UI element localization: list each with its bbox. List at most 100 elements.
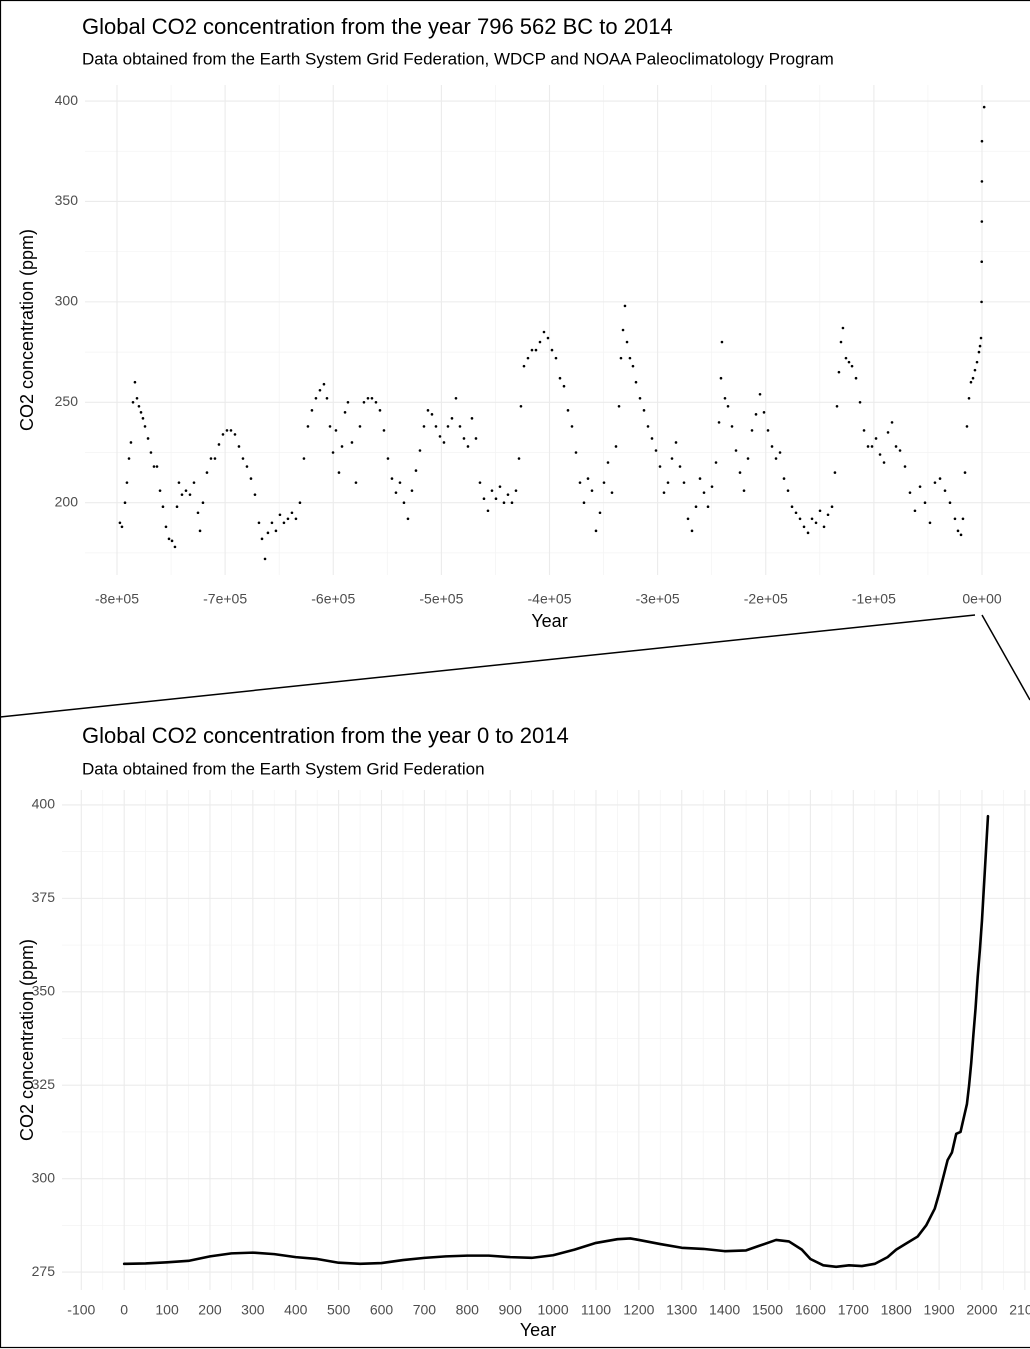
x-tick-label: 0e+00 — [962, 591, 1002, 607]
point — [598, 511, 602, 515]
point — [328, 425, 332, 428]
point — [490, 489, 494, 492]
point — [454, 396, 458, 400]
point — [152, 465, 156, 468]
point — [710, 485, 714, 488]
y-axis-title: CO2 concentration (ppm) — [17, 229, 37, 431]
point — [554, 356, 558, 360]
point — [882, 461, 886, 464]
point — [188, 493, 192, 496]
point — [542, 330, 546, 334]
point — [354, 481, 358, 484]
point — [390, 477, 394, 480]
point — [253, 493, 257, 496]
point — [621, 328, 625, 332]
y-tick-label: 400 — [32, 796, 56, 812]
point — [213, 457, 217, 460]
x-tick-label: 600 — [370, 1302, 394, 1318]
point — [514, 489, 518, 492]
x-tick-label: 1400 — [709, 1302, 740, 1318]
point — [719, 376, 723, 380]
point — [830, 505, 834, 509]
point — [478, 481, 482, 484]
point — [913, 509, 917, 513]
x-tick-label: -1e+05 — [852, 591, 896, 607]
point — [167, 537, 171, 541]
point — [870, 445, 874, 448]
point — [762, 411, 766, 414]
x-tick-label: -2e+05 — [744, 591, 788, 607]
point — [980, 300, 983, 304]
point — [606, 461, 610, 464]
point — [502, 501, 506, 505]
y-tick-label: 200 — [55, 493, 79, 509]
point — [570, 425, 574, 428]
point — [510, 501, 514, 505]
y-tick-label: 275 — [32, 1263, 56, 1279]
point — [841, 326, 845, 330]
point — [706, 505, 710, 509]
point — [434, 425, 438, 428]
point — [340, 445, 344, 448]
point — [786, 489, 790, 492]
point — [574, 451, 578, 454]
point — [850, 364, 854, 368]
point — [343, 411, 347, 414]
point — [694, 505, 698, 509]
point — [120, 525, 124, 529]
point — [331, 451, 335, 454]
point — [334, 429, 338, 432]
point — [770, 445, 774, 448]
point — [402, 501, 406, 505]
point — [158, 489, 162, 492]
point — [263, 557, 267, 561]
point — [858, 400, 862, 404]
point — [754, 413, 758, 416]
point — [131, 400, 135, 404]
y-tick-label: 350 — [55, 192, 79, 208]
point — [890, 421, 894, 424]
point — [442, 441, 446, 444]
point — [522, 364, 526, 368]
x-tick-label: 2000 — [966, 1302, 997, 1318]
x-tick-label: -100 — [67, 1302, 95, 1318]
point — [874, 437, 878, 440]
point — [973, 368, 977, 372]
y-tick-label: 300 — [55, 293, 79, 309]
x-tick-label: -6e+05 — [311, 591, 355, 607]
y-tick-label: 325 — [32, 1076, 56, 1092]
point — [386, 457, 390, 460]
point — [969, 380, 973, 384]
point — [141, 417, 145, 420]
x-tick-label: -5e+05 — [419, 591, 463, 607]
marks — [118, 105, 986, 561]
point — [209, 457, 213, 460]
point — [205, 471, 209, 474]
point — [742, 489, 746, 492]
point — [682, 481, 686, 484]
point — [646, 425, 650, 428]
x-axis-title: Year — [531, 611, 567, 631]
point — [135, 396, 139, 400]
x-tick-label: 300 — [241, 1302, 265, 1318]
point — [953, 517, 957, 521]
point — [350, 441, 354, 444]
chart: Global CO2 concentration from the year 7… — [17, 14, 1030, 631]
chart-title: Global CO2 concentration from the year 0… — [82, 723, 569, 748]
x-tick-label: 1100 — [581, 1302, 611, 1318]
point — [322, 382, 326, 386]
point — [619, 356, 623, 360]
point — [123, 501, 127, 505]
y-tick-label: 250 — [55, 393, 79, 409]
point — [217, 443, 221, 446]
point — [414, 469, 418, 472]
point — [566, 409, 570, 412]
point — [847, 360, 851, 364]
x-tick-label: 0 — [120, 1302, 128, 1318]
point — [963, 471, 967, 474]
point — [137, 405, 141, 408]
point — [702, 491, 706, 494]
point — [778, 451, 782, 454]
point — [196, 511, 200, 515]
point — [833, 471, 837, 474]
